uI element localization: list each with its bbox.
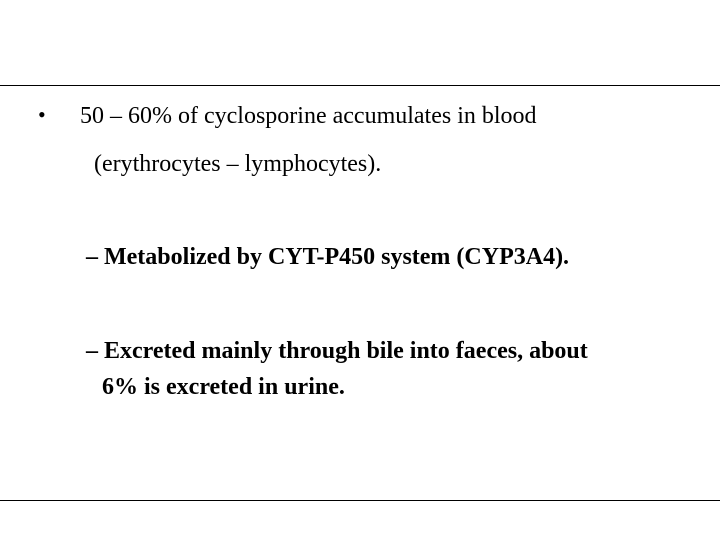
slide-content: • 50 – 60% of cyclosporine accumulates i… <box>38 100 690 405</box>
dash-item-2-line2: 6% is excreted in urine. <box>102 369 690 405</box>
horizontal-rule-bottom <box>0 500 720 501</box>
dash-item-2-line1: – Excreted mainly through bile into faec… <box>86 333 690 369</box>
bullet-item-1: • 50 – 60% of cyclosporine accumulates i… <box>38 100 690 134</box>
bullet-marker: • <box>38 100 80 131</box>
bullet-text-line2: (erythrocytes – lymphocytes). <box>94 148 690 182</box>
dash-item-1: – Metabolized by CYT-P450 system (CYP3A4… <box>86 239 690 275</box>
bullet-text-line1: 50 – 60% of cyclosporine accumulates in … <box>80 100 537 134</box>
horizontal-rule-top <box>0 85 720 86</box>
